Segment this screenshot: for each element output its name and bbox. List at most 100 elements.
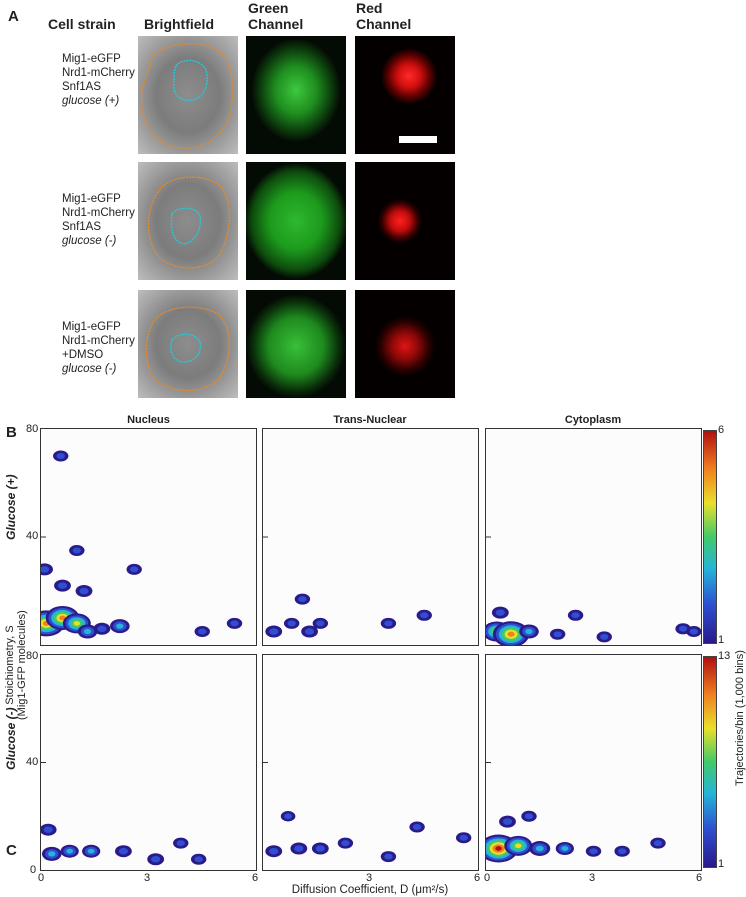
green-channel-image-row3 [246, 290, 346, 398]
col-title-cytoplasm: Cytoplasm [564, 414, 622, 426]
heatmap-blob [48, 851, 56, 857]
heatmap-blob [561, 846, 569, 851]
heatmap-blob [515, 843, 522, 849]
colorbar-top [703, 430, 717, 644]
heatmap-blob [287, 620, 296, 627]
x-tick-0-col3: 0 [484, 872, 491, 884]
plot-trans-nuclear-glucose-minus [262, 654, 479, 871]
brightfield-image-row1 [138, 36, 238, 154]
plot-nucleus-glucose-plus [28, 428, 257, 646]
heatmap-blob [653, 840, 663, 847]
heatmap-blob [198, 628, 207, 635]
heatmap-blob [341, 840, 350, 847]
brightfield-image-row2 [138, 162, 238, 280]
heatmap-blob [151, 855, 161, 863]
x-tick-3-col1: 3 [144, 872, 151, 884]
header-red-channel: Red Channel [356, 0, 412, 32]
heatmap-blob [678, 625, 688, 632]
red-channel-image-row2 [355, 162, 455, 280]
heatmap-blob [384, 620, 393, 627]
heatmap-blob [56, 453, 65, 459]
y-tick-80-bottom: 80 [26, 650, 39, 662]
strain-label-row2: Mig1-eGFP Nrd1-mCherry Snf1AS glucose (-) [62, 193, 135, 247]
heatmap-blob [194, 856, 203, 863]
heatmap-blob [66, 848, 74, 854]
heatmap-blob [294, 845, 304, 852]
x-tick-3-col2: 3 [366, 872, 373, 884]
heatmap-blob [97, 625, 107, 633]
heatmap-blob [553, 631, 562, 638]
header-cell-strain: Cell strain [48, 16, 116, 32]
colorbar-top-min: 1 [718, 634, 725, 646]
x-tick-3-col3: 3 [589, 872, 596, 884]
x-tick-6-col1: 6 [252, 872, 259, 884]
strain-label-row1: Mig1-eGFP Nrd1-mCherry Snf1AS glucose (+) [62, 53, 135, 107]
heatmap-blob [118, 847, 128, 855]
green-channel-image-row1 [246, 36, 346, 154]
heatmap-blob [73, 621, 81, 626]
y-tick-40-top: 40 [26, 530, 39, 542]
strain-label-row3: Mig1-eGFP Nrd1-mCherry +DMSO glucose (-) [62, 321, 135, 375]
heatmap-blob [40, 566, 50, 573]
colorbar-bottom [703, 656, 717, 868]
heatmap-blob [589, 848, 598, 855]
colorbar-bottom-max: 13 [718, 650, 731, 662]
col-title-trans-nuclear: Trans-Nuclear [333, 414, 407, 426]
heatmap-blob [59, 615, 66, 621]
heatmap-blob [617, 848, 627, 855]
heatmap-blob [269, 628, 279, 635]
heatmap-blob [384, 853, 393, 860]
heatmap-blob [495, 846, 502, 851]
heatmap-blob [495, 609, 505, 616]
header-brightfield: Brightfield [144, 16, 214, 32]
heatmap-blob [524, 813, 534, 820]
heatmap-blob [316, 620, 325, 627]
heatmap-blob [315, 845, 325, 852]
colorbar-top-max: 6 [718, 424, 725, 436]
y-tick-40-bottom: 40 [26, 756, 39, 768]
heatmap-blob [600, 633, 609, 640]
plot-nucleus-glucose-minus [39, 654, 257, 871]
heatmap-blob [420, 612, 429, 619]
heatmap-blob [284, 813, 293, 820]
panel-letter-a: A [8, 8, 19, 25]
header-green-channel: Green Channel [248, 0, 304, 32]
heatmap-blob [502, 818, 513, 825]
heatmap-blob [83, 628, 92, 635]
panel-letter-c: C [6, 842, 17, 859]
heatmap-blob [129, 566, 139, 573]
heatmap-blob [571, 612, 580, 619]
heatmap-blob [305, 628, 315, 635]
col-title-nucleus: Nucleus [127, 414, 170, 426]
brightfield-image-row3 [138, 290, 238, 398]
x-axis-label: Diffusion Coefficient, D (μm²/s) [291, 884, 449, 896]
colorbar-bottom-min: 1 [718, 858, 725, 870]
x-tick-0-col1: 0 [38, 872, 45, 884]
heatmap-blob [525, 628, 533, 635]
heatmap-blob [43, 826, 53, 833]
heatmap-blob [689, 628, 699, 635]
heatmap-blob [269, 847, 279, 855]
red-channel-image-row1 [355, 36, 455, 154]
green-channel-image-row2 [246, 162, 346, 280]
plot-cytoplasm-glucose-plus [482, 428, 702, 648]
heatmap-blob [57, 582, 68, 589]
heatmap-blob [230, 620, 239, 627]
heatmap-blob [116, 623, 124, 629]
heatmap-blob [459, 834, 468, 841]
heatmap-blob [535, 845, 544, 852]
plot-trans-nuclear-glucose-plus [262, 428, 479, 646]
scale-bar [399, 136, 437, 143]
x-tick-6-col3: 6 [696, 872, 703, 884]
heatmap-blob [507, 631, 515, 637]
plot-cytoplasm-glucose-minus [478, 654, 702, 871]
panel-letter-b: B [6, 424, 17, 441]
heatmap-blob [79, 587, 89, 595]
heatmap-blob [412, 824, 422, 830]
heatmap-blob [176, 840, 185, 847]
y-tick-80-top: 80 [26, 423, 39, 435]
red-channel-image-row3 [355, 290, 455, 398]
heatmap-blob [87, 848, 95, 854]
heatmap-blob [72, 547, 82, 554]
heatmap-blob [298, 596, 307, 603]
